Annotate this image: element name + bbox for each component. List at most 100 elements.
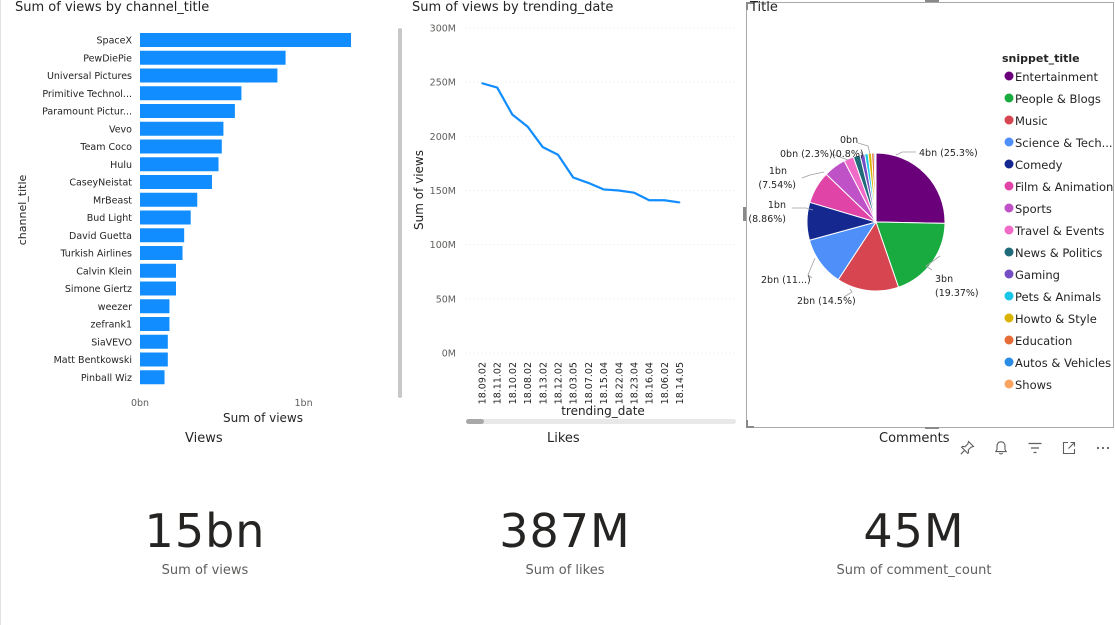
pie-legend-title: snippet_title	[1002, 52, 1080, 65]
line-point	[602, 188, 605, 191]
line-point	[496, 86, 498, 89]
line-y-tick-label: 200M	[430, 132, 456, 143]
bar-mark	[140, 50, 286, 65]
pie-data-label: 1bn	[768, 200, 786, 211]
pie-legend-marker	[1004, 225, 1014, 235]
bar-mark	[140, 370, 165, 385]
line-point	[557, 153, 559, 156]
pie-slice	[837, 220, 900, 292]
pin-icon[interactable]	[950, 436, 984, 460]
views-card-value: 15bn	[144, 504, 266, 558]
line-point	[542, 146, 544, 148]
pie-slice	[874, 152, 877, 223]
bar-mark	[140, 299, 170, 314]
bar-mark	[140, 157, 219, 172]
bar-category-label: Universal Pictures	[47, 71, 132, 82]
pie-data-label: (8.86%)	[748, 214, 786, 225]
resize-handle[interactable]	[743, 207, 746, 221]
bar-mark	[140, 334, 168, 349]
bar-category-label: Bud Light	[87, 213, 133, 224]
resize-handle[interactable]	[746, 2, 748, 10]
bar-mark	[140, 104, 235, 118]
resize-handle[interactable]	[746, 420, 748, 428]
bar-category-label: Turkish Airlines	[59, 249, 132, 260]
pie-leader-line	[925, 255, 941, 271]
bar-mark	[140, 228, 185, 243]
pie-leader-line	[792, 207, 814, 211]
pie-data-label: (7.54%)	[758, 180, 796, 191]
focus-mode-icon[interactable]	[1052, 436, 1086, 460]
pie-chart[interactable]: 4bn (25.3%) 3bn (19.37%) 2bn (14.5%) 2bn (11…	[748, 0, 1114, 425]
pie-legend-marker	[1004, 379, 1014, 389]
bar-category-label: Matt Bentkowski	[54, 355, 132, 366]
comments-card-value: 45M	[863, 504, 965, 558]
bar-category-label: Paramount Pictur...	[42, 107, 132, 118]
line-chart-scrollbar[interactable]	[466, 419, 736, 424]
pie-legend-marker	[1004, 357, 1014, 367]
bar-x-tick-label: 1bn	[295, 398, 313, 409]
more-options-icon[interactable]	[1086, 436, 1115, 460]
comments-card-title: Comments	[879, 431, 950, 446]
pie-data-label: (0.8%)	[832, 149, 864, 160]
bar-category-label: weezer	[98, 302, 132, 313]
pie-legend-marker	[1004, 203, 1014, 213]
bar-mark	[140, 68, 278, 83]
bar-y-axis-label: channel_title	[16, 175, 29, 246]
line-point	[678, 201, 681, 204]
line-x-tick-label: 18.15.04	[599, 362, 610, 404]
pie-leader-line	[801, 171, 825, 179]
bar-x-axis-label: Sum of views	[223, 411, 303, 425]
bar-category-label: PewDiePie	[83, 53, 132, 64]
pie-legend-label: Travel & Events	[1014, 224, 1104, 238]
pie-data-label: 1bn	[769, 166, 787, 177]
comments-card-label: Sum of comment_count	[836, 563, 992, 578]
line-y-tick-label: 150M	[430, 186, 456, 197]
pie-legend-label: Science & Tech...	[1015, 136, 1113, 150]
likes-card-title: Likes	[547, 431, 580, 446]
bar-category-label: Pinball Wiz	[81, 373, 132, 384]
pie-leader-line	[857, 142, 871, 155]
scrollbar-thumb[interactable]	[466, 419, 484, 424]
line-y-axis-label: Sum of views	[412, 150, 426, 230]
line-point	[572, 176, 574, 179]
likes-card-label: Sum of likes	[525, 563, 605, 578]
pie-legend-marker	[1004, 71, 1014, 81]
line-series	[481, 82, 680, 204]
canvas-left-edge	[0, 0, 1, 625]
line-chart[interactable]: Sum of views trending_date 0M 50M 100M 150M…	[405, 0, 745, 430]
line-point	[511, 113, 514, 116]
bar-chart[interactable]: channel_title Sum of views SpaceX PewDieP…	[0, 0, 400, 430]
resize-handle[interactable]	[925, 0, 939, 2]
pie-legend-marker	[1004, 335, 1014, 345]
views-card-title: Views	[185, 431, 223, 446]
line-point	[633, 191, 635, 194]
pie-data-label: 2bn (14.5%)	[797, 296, 856, 307]
visual-header-toolbar	[950, 436, 1115, 460]
pie-legend-marker	[1004, 269, 1014, 279]
filter-icon[interactable]	[1018, 436, 1052, 460]
bar-category-label: MrBeast	[93, 195, 132, 206]
line-x-tick-label: 18.14.05	[675, 362, 686, 404]
line-y-tick-label: 100M	[430, 240, 456, 251]
bar-chart-scrollbar[interactable]	[398, 28, 402, 398]
line-x-axis-label: trending_date	[561, 404, 645, 418]
bar-mark	[140, 139, 222, 154]
resize-handle[interactable]	[746, 426, 754, 428]
line-x-tick-label: 18.06.02	[660, 362, 671, 404]
pie-slice	[875, 152, 946, 224]
pie-data-label: 3bn	[935, 274, 953, 285]
bar-category-label: David Guetta	[69, 231, 132, 242]
views-card-label: Sum of views	[161, 563, 249, 578]
bar-category-label: Team Coco	[79, 142, 132, 153]
resize-handle[interactable]	[925, 427, 939, 429]
line-x-tick-label: 18.09.02	[478, 362, 489, 404]
bar-mark	[140, 192, 198, 207]
resize-handle[interactable]	[746, 2, 754, 4]
pie-legend-marker	[1004, 137, 1014, 147]
pie-legend-label: News & Politics	[1015, 246, 1102, 260]
line-x-tick-label: 18.22.04	[614, 362, 625, 404]
pie-data-label: 2bn (11...)	[761, 275, 811, 286]
line-point	[648, 199, 650, 202]
pie-leader-line	[843, 288, 853, 298]
bell-icon[interactable]	[984, 436, 1018, 460]
